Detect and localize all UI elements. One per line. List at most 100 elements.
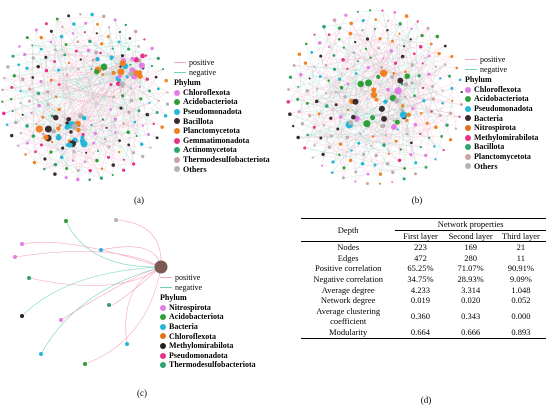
network-node xyxy=(405,118,409,122)
network-edge xyxy=(14,251,162,268)
network-edge xyxy=(414,95,462,105)
legend-item: Thermodesulfobacteriota xyxy=(160,360,256,370)
network-edge xyxy=(323,67,382,126)
network-edge xyxy=(403,28,429,47)
network-edge xyxy=(432,86,443,104)
network-node xyxy=(152,122,155,125)
network-edge xyxy=(342,59,422,114)
network-node xyxy=(42,167,46,171)
network-node xyxy=(404,14,409,18)
network-edge xyxy=(356,73,399,92)
network-edge xyxy=(380,126,395,175)
network-node xyxy=(300,122,305,126)
network-node xyxy=(348,31,353,36)
network-edge xyxy=(336,104,372,147)
network-edge xyxy=(22,71,97,115)
network-node xyxy=(403,167,407,170)
network-edge xyxy=(46,64,105,71)
network-edge xyxy=(362,126,369,164)
network-edge xyxy=(4,77,132,101)
network-node xyxy=(337,37,341,41)
legend-label: Methylomirabilota xyxy=(474,132,539,142)
network-edge xyxy=(365,48,408,135)
network-edge xyxy=(67,119,135,123)
network-edge xyxy=(97,59,120,141)
network-node xyxy=(378,105,385,112)
network-edge xyxy=(55,49,122,109)
network-node xyxy=(403,82,409,87)
network-node xyxy=(99,248,103,252)
legend-item: Planctomycetota xyxy=(465,152,538,162)
network-edge xyxy=(347,137,421,148)
network-edge xyxy=(34,55,147,163)
network-node xyxy=(109,55,114,60)
network-node xyxy=(346,82,350,86)
network-node xyxy=(149,146,152,149)
network-edge xyxy=(300,74,321,77)
network-edge xyxy=(371,64,446,147)
network-edge xyxy=(72,143,102,179)
network-node xyxy=(18,45,21,48)
network-edge xyxy=(122,76,141,96)
network-edge xyxy=(84,32,101,54)
network-node xyxy=(393,10,397,14)
network-node xyxy=(20,314,24,318)
network-edge xyxy=(317,79,340,89)
network-edge xyxy=(305,62,373,118)
network-node xyxy=(111,173,114,177)
network-edge xyxy=(298,23,401,138)
network-edge xyxy=(14,71,97,76)
network-edge xyxy=(382,10,411,40)
network-node xyxy=(83,362,87,366)
network-node xyxy=(376,74,381,80)
network-edge xyxy=(339,27,446,65)
network-edge xyxy=(47,71,121,93)
network-edge xyxy=(337,10,383,129)
network-node xyxy=(129,87,132,90)
network-edge xyxy=(404,114,409,169)
network-node xyxy=(72,22,76,26)
network-edge xyxy=(305,63,327,94)
network-edge xyxy=(33,57,134,165)
network-edge xyxy=(404,64,446,98)
network-node xyxy=(342,46,345,49)
network-node xyxy=(118,139,121,143)
network-node xyxy=(318,74,322,79)
network-edge xyxy=(65,220,162,268)
network-node xyxy=(105,126,108,129)
network-edge xyxy=(351,23,403,106)
network-edge xyxy=(55,71,122,165)
network-edge xyxy=(70,145,113,176)
network-edge xyxy=(97,78,119,152)
legend-swatch xyxy=(465,105,471,112)
network-edge xyxy=(62,55,123,149)
network-edge xyxy=(45,23,75,58)
network-edge xyxy=(331,118,385,136)
network-node xyxy=(31,56,35,60)
network-edge xyxy=(427,66,436,124)
network-edge xyxy=(366,82,369,124)
network-edge xyxy=(300,74,405,179)
network-edge xyxy=(387,115,441,164)
network-node xyxy=(449,111,453,115)
network-edge xyxy=(354,41,358,119)
network-edge xyxy=(362,41,393,164)
network-edge xyxy=(297,79,340,100)
legend-item: Nitrospirota xyxy=(465,123,538,133)
network-node xyxy=(317,41,322,45)
network-node xyxy=(19,102,22,105)
network-edge xyxy=(50,41,131,74)
network-node xyxy=(416,20,419,23)
network-node xyxy=(299,73,303,77)
network-node xyxy=(27,99,31,103)
network-edge xyxy=(91,102,150,126)
network-edge xyxy=(76,50,97,53)
network-edge xyxy=(44,125,144,170)
network-edge xyxy=(36,29,98,161)
network-edge xyxy=(381,64,446,109)
network-node xyxy=(370,91,378,99)
network-edge xyxy=(341,87,353,102)
network-edge xyxy=(58,59,81,85)
network-node xyxy=(313,144,316,147)
network-edge xyxy=(74,126,102,179)
